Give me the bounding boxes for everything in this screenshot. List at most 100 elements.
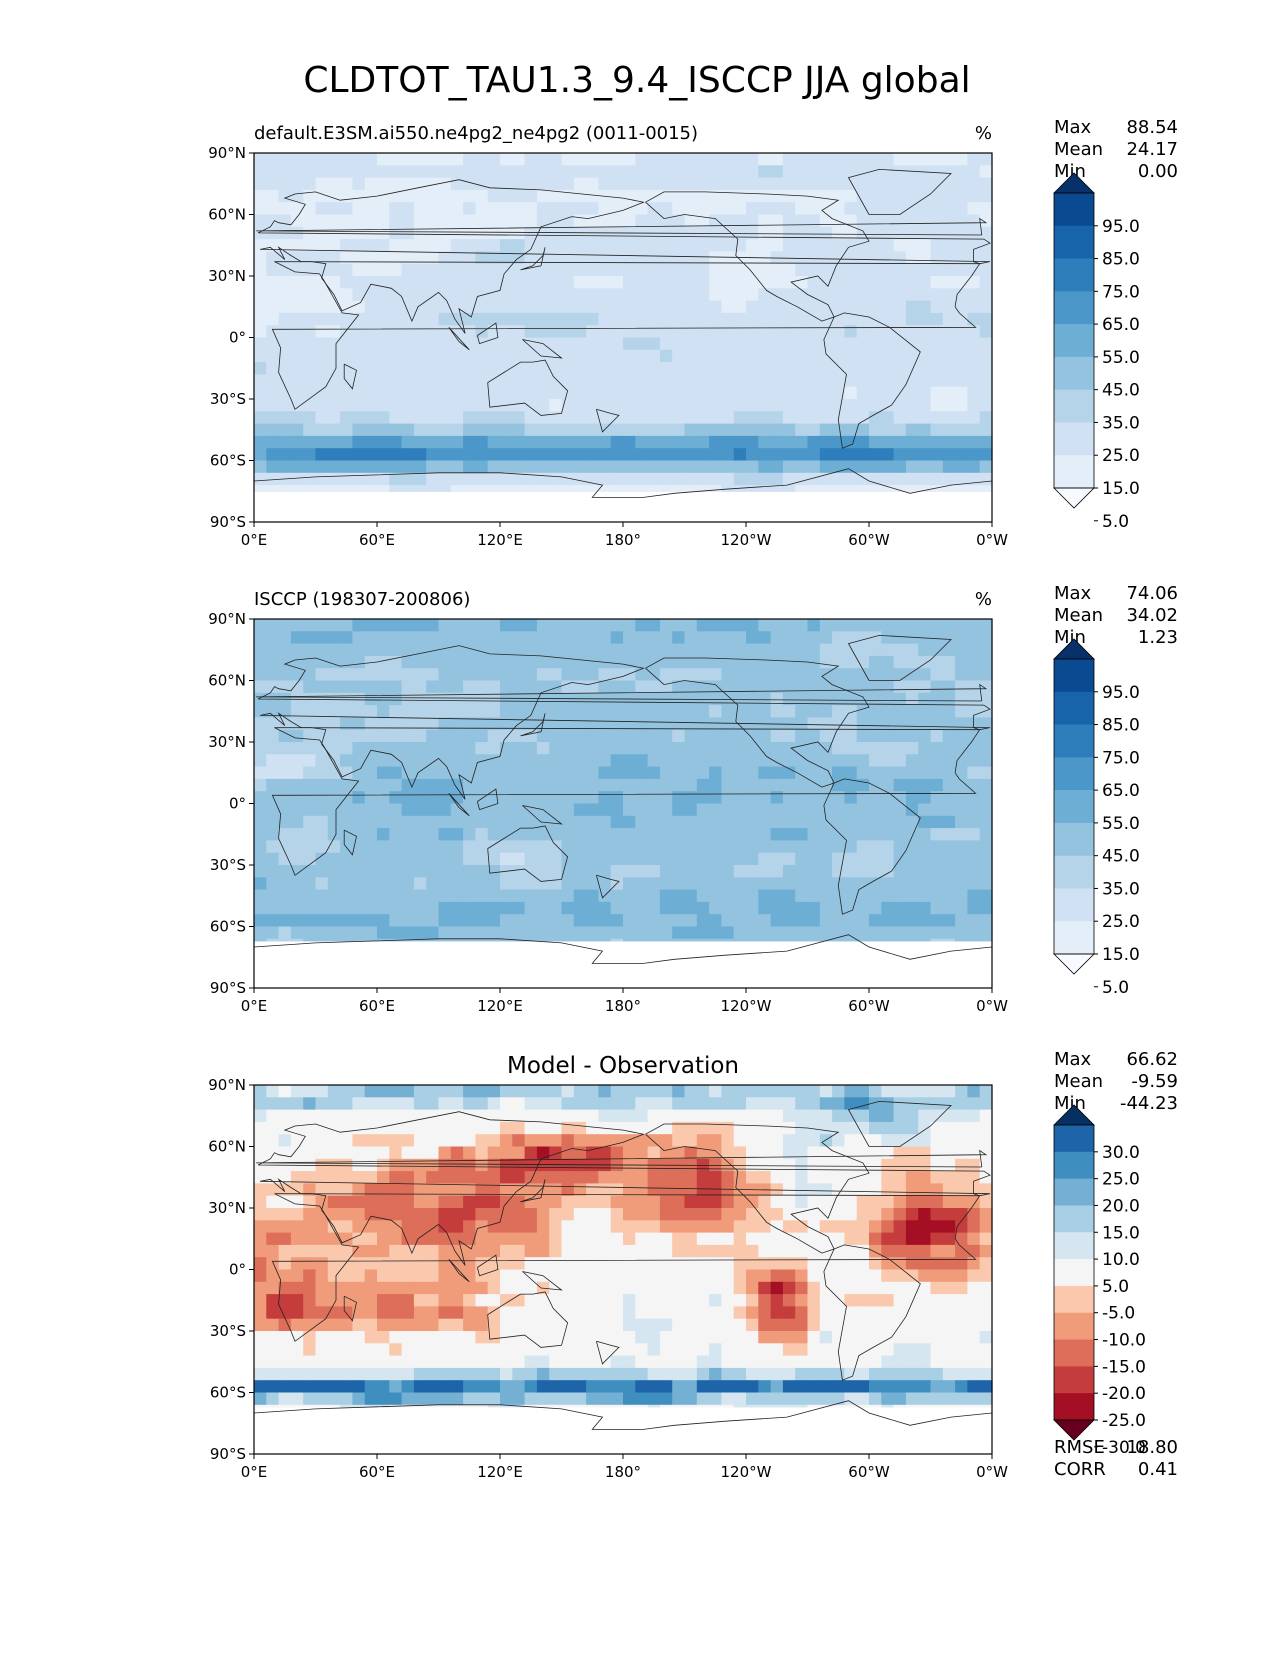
lat-tick-label: 90°S <box>210 513 246 531</box>
lon-tick-label: 60°E <box>359 1463 395 1481</box>
stat-label: Max <box>1054 117 1092 138</box>
lat-tick-label: 60°S <box>210 918 246 936</box>
colorbar-tick-label: 25.0 <box>1102 1170 1140 1190</box>
colorbar-tick-label: 55.0 <box>1102 814 1140 834</box>
panel-title: default.E3SM.ai550.ne4pg2_ne4pg2 (0011-0… <box>254 123 698 144</box>
stat-value: 88.54 <box>1126 117 1178 138</box>
colorbar-tick-label: -20.0 <box>1102 1384 1146 1404</box>
lon-tick-label: 120°W <box>721 1463 772 1481</box>
colorbar-tick-label: 15.0 <box>1102 945 1140 965</box>
colorbar-tick-label: 5.0 <box>1102 512 1129 532</box>
lat-tick-label: 60°N <box>208 672 246 690</box>
lat-tick-label: 30°N <box>208 733 246 751</box>
colorbar-tick-label: -15.0 <box>1102 1357 1146 1377</box>
colorbar-tick-label: 85.0 <box>1102 716 1140 736</box>
stat-value: -9.59 <box>1131 1071 1178 1092</box>
colorbar-tick-label: 55.0 <box>1102 348 1140 368</box>
lon-tick-label: 60°W <box>848 997 890 1015</box>
stat-value: 0.00 <box>1138 161 1178 182</box>
colorbar-tick-label: 20.0 <box>1102 1196 1140 1216</box>
lon-tick-label: 0°E <box>241 1463 268 1481</box>
colorbar-tick-label: 45.0 <box>1102 381 1140 401</box>
footer-stat-label: RMSE <box>1054 1437 1105 1458</box>
colorbar-tick-label: 25.0 <box>1102 912 1140 932</box>
lon-tick-label: 60°W <box>848 1463 890 1481</box>
colorbar-tick-label: 95.0 <box>1102 217 1140 237</box>
lon-tick-label: 60°E <box>359 997 395 1015</box>
footer-stat-label: CORR <box>1054 1459 1106 1480</box>
lat-tick-label: 30°S <box>210 1322 246 1340</box>
lon-tick-label: 0°W <box>976 531 1008 549</box>
colorbar-tick-label: 30.0 <box>1102 1143 1140 1163</box>
stat-label: Max <box>1054 583 1092 604</box>
colorbar-tick-label: 65.0 <box>1102 315 1140 335</box>
lon-tick-label: 0°W <box>976 1463 1008 1481</box>
stat-label: Mean <box>1054 1071 1103 1092</box>
lat-tick-label: 60°N <box>208 1138 246 1156</box>
lat-tick-label: 60°S <box>210 1384 246 1402</box>
figure-title: CLDTOT_TAU1.3_9.4_ISCCP JJA global <box>303 60 970 101</box>
field-test <box>254 153 993 492</box>
footer-stat-value: 0.41 <box>1138 1459 1178 1480</box>
lon-tick-label: 60°W <box>848 531 890 549</box>
panel-title: Model - Observation <box>507 1053 739 1079</box>
stat-value: 1.23 <box>1138 627 1178 648</box>
lat-tick-label: 30°N <box>208 1199 246 1217</box>
colorbar-tick-label: 85.0 <box>1102 250 1140 270</box>
stat-label: Max <box>1054 1049 1092 1070</box>
stat-value: 34.02 <box>1126 605 1178 626</box>
colorbar-tick-label: 25.0 <box>1102 446 1140 466</box>
panel-title: ISCCP (198307-200806) <box>254 589 470 610</box>
footer-stat-value: 18.80 <box>1126 1437 1178 1458</box>
colorbar-tick-label: 65.0 <box>1102 781 1140 801</box>
lat-tick-label: 0° <box>229 1261 246 1279</box>
field-ref <box>254 619 993 941</box>
units-label: % <box>975 123 992 144</box>
lon-tick-label: 120°E <box>477 531 523 549</box>
lat-tick-label: 0° <box>229 795 246 813</box>
colorbar-tick-label: 15.0 <box>1102 1223 1140 1243</box>
lat-tick-label: 0° <box>229 329 246 347</box>
colorbar-tick-label: -10.0 <box>1102 1331 1146 1351</box>
colorbar-tick-label: 95.0 <box>1102 683 1140 703</box>
lat-tick-label: 30°N <box>208 267 246 285</box>
lat-tick-label: 90°N <box>208 610 246 628</box>
colorbar-tick-label: 75.0 <box>1102 748 1140 768</box>
lat-tick-label: 90°S <box>210 979 246 997</box>
lon-tick-label: 0°E <box>241 997 268 1015</box>
stat-value: 74.06 <box>1126 583 1178 604</box>
colorbar-tick-label: 35.0 <box>1102 879 1140 899</box>
lat-tick-label: 90°N <box>208 144 246 162</box>
lon-tick-label: 180° <box>605 1463 641 1481</box>
colorbar-tick-label: 45.0 <box>1102 847 1140 867</box>
lat-tick-label: 30°S <box>210 856 246 874</box>
lat-tick-label: 30°S <box>210 390 246 408</box>
lon-tick-label: 120°W <box>721 531 772 549</box>
lon-tick-label: 120°E <box>477 1463 523 1481</box>
colorbar-tick-label: 5.0 <box>1102 1277 1129 1297</box>
lat-tick-label: 90°N <box>208 1076 246 1094</box>
stat-value: 24.17 <box>1126 139 1178 160</box>
stat-label: Mean <box>1054 139 1103 160</box>
colorbar-tick-label: -5.0 <box>1102 1304 1135 1324</box>
colorbar-tick-label: 15.0 <box>1102 479 1140 499</box>
stat-value: -44.23 <box>1120 1093 1178 1114</box>
lon-tick-label: 180° <box>605 997 641 1015</box>
lon-tick-label: 120°E <box>477 997 523 1015</box>
colorbar-tick-label: 5.0 <box>1102 978 1129 998</box>
lon-tick-label: 60°E <box>359 531 395 549</box>
colorbar-tick-label: 75.0 <box>1102 282 1140 302</box>
lon-tick-label: 180° <box>605 531 641 549</box>
colorbar-tick-label: 10.0 <box>1102 1250 1140 1270</box>
colorbar-tick-label: -25.0 <box>1102 1411 1146 1431</box>
colorbar-tick-label: 35.0 <box>1102 413 1140 433</box>
units-label: % <box>975 589 992 610</box>
stat-value: 66.62 <box>1126 1049 1178 1070</box>
lon-tick-label: 0°E <box>241 531 268 549</box>
lon-tick-label: 0°W <box>976 997 1008 1015</box>
lat-tick-label: 60°S <box>210 452 246 470</box>
lat-tick-label: 60°N <box>208 206 246 224</box>
stat-label: Mean <box>1054 605 1103 626</box>
field-diff <box>254 1085 993 1407</box>
